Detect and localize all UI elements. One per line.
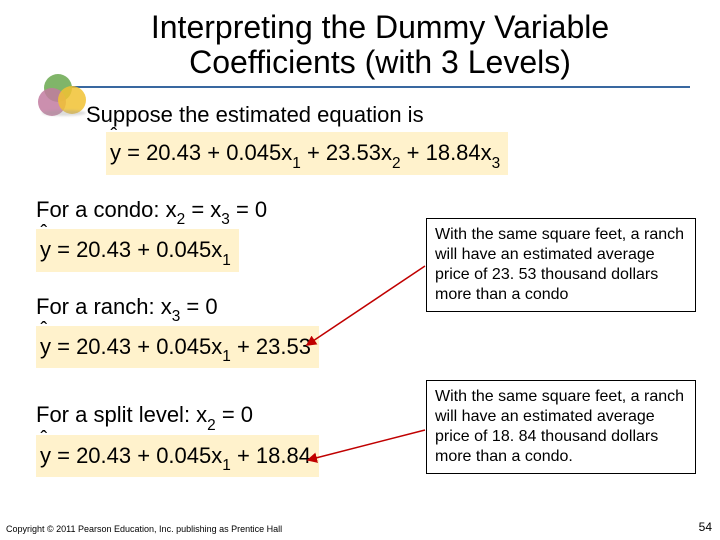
slide-logo xyxy=(38,74,94,118)
equation-condo: y = 20.43 + 0.045x1 xyxy=(36,229,239,271)
copyright-footer: Copyright © 2011 Pearson Education, Inc.… xyxy=(6,524,282,534)
callout-box-split: With the same square feet, a ranch will … xyxy=(426,380,696,474)
equation-ranch: y = 20.43 + 0.045x1 + 23.53 xyxy=(36,326,319,368)
page-title: Interpreting the Dummy Variable Coeffici… xyxy=(80,10,680,80)
equation-main: y = 20.43 + 0.045x1 + 23.53x2 + 18.84x3 xyxy=(106,132,508,174)
equation-split: y = 20.43 + 0.045x1 + 18.84 xyxy=(36,435,319,477)
page-number: 54 xyxy=(699,520,712,534)
title-wrap: Interpreting the Dummy Variable Coeffici… xyxy=(0,0,720,80)
callout-box-ranch: With the same square feet, a ranch will … xyxy=(426,218,696,312)
suppose-text: Suppose the estimated equation is xyxy=(86,102,696,128)
